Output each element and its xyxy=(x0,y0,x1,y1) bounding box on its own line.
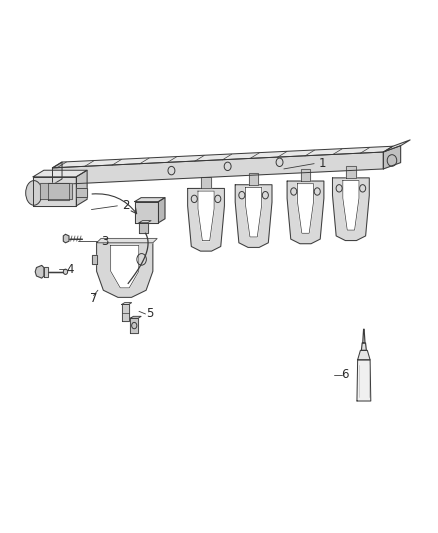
Ellipse shape xyxy=(26,181,42,205)
Polygon shape xyxy=(201,177,211,189)
Text: 5: 5 xyxy=(146,308,153,320)
Polygon shape xyxy=(131,318,138,333)
Polygon shape xyxy=(287,181,324,244)
Polygon shape xyxy=(53,152,383,185)
Polygon shape xyxy=(122,304,129,321)
Polygon shape xyxy=(139,221,151,223)
Polygon shape xyxy=(361,343,366,350)
Polygon shape xyxy=(122,303,132,304)
Polygon shape xyxy=(246,188,261,237)
Polygon shape xyxy=(53,146,393,168)
Polygon shape xyxy=(332,178,369,240)
Polygon shape xyxy=(53,162,62,185)
Polygon shape xyxy=(134,198,165,201)
Polygon shape xyxy=(76,170,87,206)
Polygon shape xyxy=(76,189,87,197)
Polygon shape xyxy=(198,191,214,241)
Polygon shape xyxy=(235,185,272,247)
Polygon shape xyxy=(97,239,157,243)
Polygon shape xyxy=(44,267,48,277)
Polygon shape xyxy=(134,201,159,223)
Polygon shape xyxy=(111,245,139,288)
Polygon shape xyxy=(297,184,314,233)
Polygon shape xyxy=(187,189,224,251)
Polygon shape xyxy=(346,166,356,178)
Polygon shape xyxy=(383,146,401,169)
Polygon shape xyxy=(35,265,44,278)
Polygon shape xyxy=(357,360,371,401)
Polygon shape xyxy=(139,223,148,233)
Polygon shape xyxy=(159,198,165,223)
Text: 4: 4 xyxy=(66,263,74,276)
Text: 6: 6 xyxy=(341,368,348,381)
Polygon shape xyxy=(92,255,97,264)
Polygon shape xyxy=(97,243,153,297)
Polygon shape xyxy=(358,350,370,360)
Polygon shape xyxy=(48,183,69,200)
Circle shape xyxy=(64,269,67,274)
Text: 7: 7 xyxy=(90,292,97,305)
Polygon shape xyxy=(249,173,258,185)
Text: 2: 2 xyxy=(122,199,130,212)
Polygon shape xyxy=(33,177,76,206)
Polygon shape xyxy=(64,235,69,243)
Text: 3: 3 xyxy=(101,235,108,248)
Polygon shape xyxy=(343,181,359,230)
Polygon shape xyxy=(301,169,310,181)
Polygon shape xyxy=(39,183,72,199)
Polygon shape xyxy=(131,317,141,318)
Polygon shape xyxy=(363,329,365,343)
Text: 1: 1 xyxy=(319,157,327,170)
Polygon shape xyxy=(33,170,87,177)
Polygon shape xyxy=(383,140,410,152)
